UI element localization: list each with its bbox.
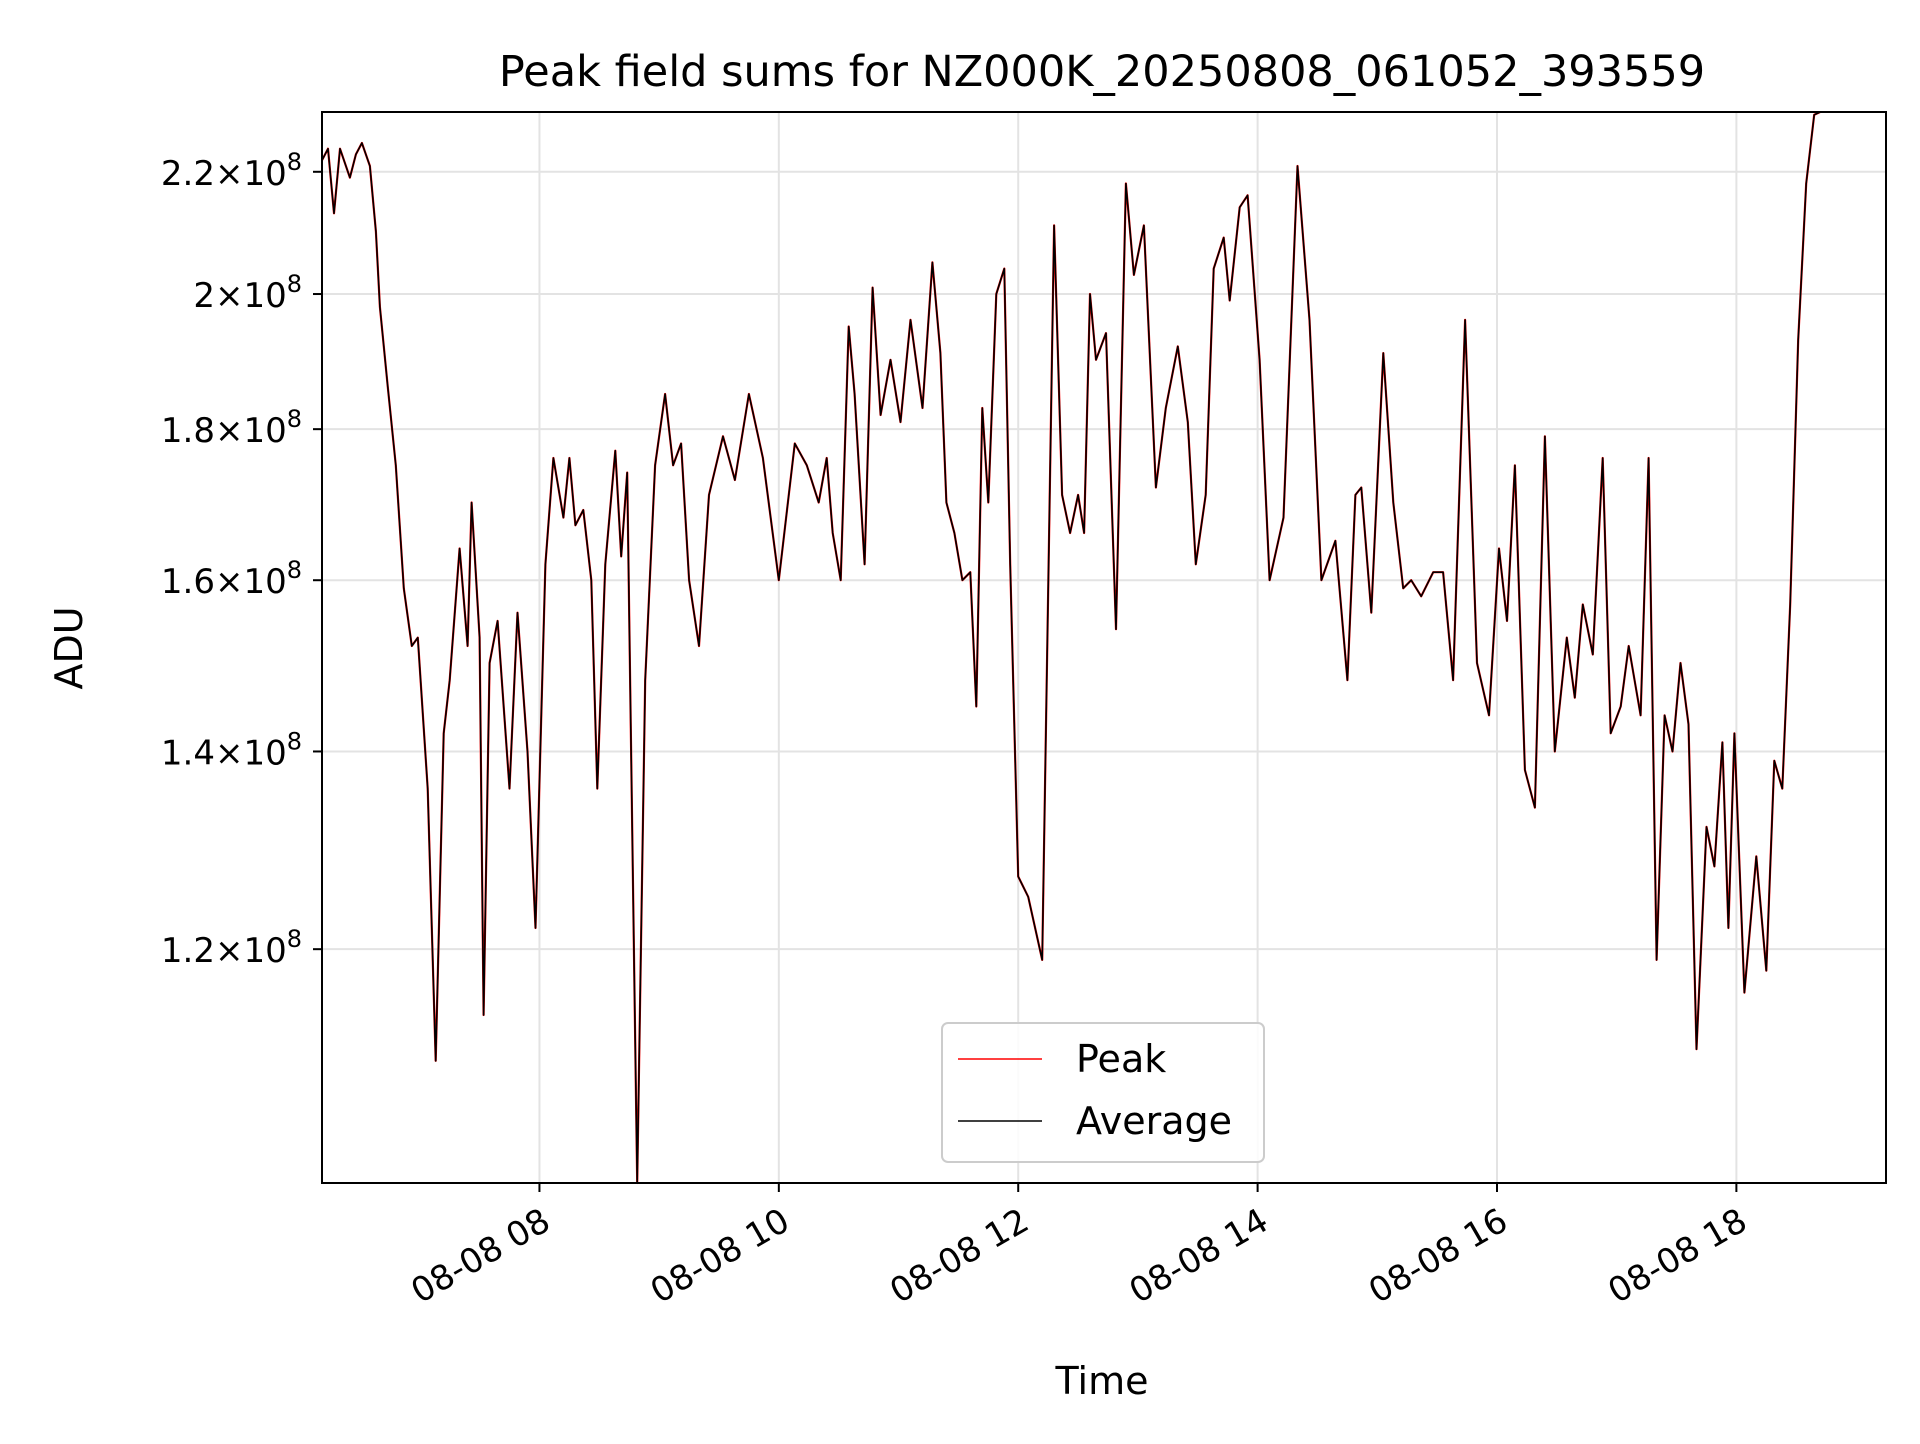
grid — [322, 112, 1886, 1183]
y-axis-label: ADU — [47, 606, 91, 689]
chart-title: Peak field sums for NZ000K_20250808_0610… — [499, 47, 1705, 97]
legend-frame — [941, 1022, 1265, 1163]
y-tick-label: 1.4×108 — [161, 727, 302, 773]
legend-label-average: Average — [1076, 1099, 1232, 1143]
y-tick-label: 1.6×108 — [161, 556, 302, 602]
series-line-average — [321, 111, 1821, 1184]
series-lines — [321, 111, 1821, 1185]
y-tick-label: 1.8×108 — [161, 405, 302, 451]
y-tick-label: 1.2×108 — [161, 925, 302, 971]
y-tick-label: 2.2×108 — [161, 148, 302, 194]
y-tick-label: 2×108 — [193, 270, 302, 316]
legend: Peak Average — [941, 1022, 1265, 1163]
y-axis: 1.2×108 1.4×108 1.6×108 1.8×108 2×108 2.2×108 — [161, 148, 322, 971]
legend-label-peak: Peak — [1076, 1037, 1166, 1081]
x-axis-label: Time — [1055, 1359, 1149, 1403]
plot-frame — [321, 111, 1887, 1184]
